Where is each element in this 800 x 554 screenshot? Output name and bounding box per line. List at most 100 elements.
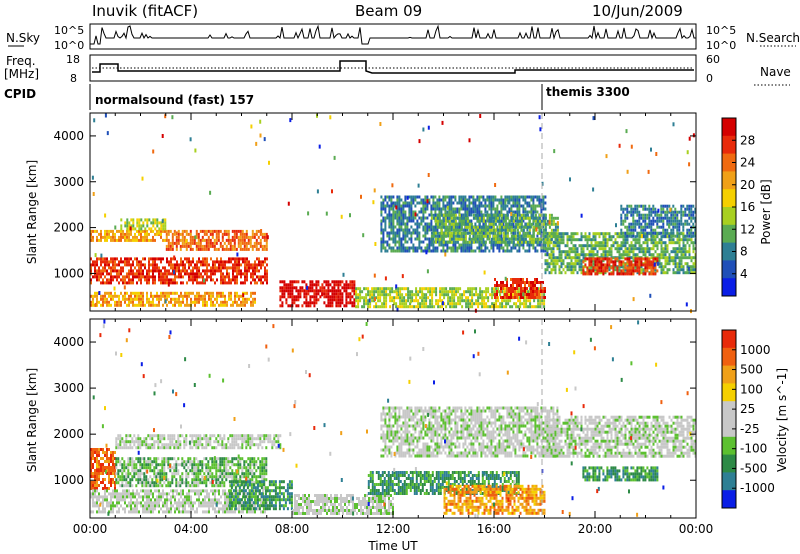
heat-cell (476, 228, 479, 232)
heat-cell (628, 269, 631, 273)
heat-cell (104, 297, 106, 301)
heat-cell (612, 272, 615, 276)
heat-cell (542, 195, 545, 199)
heat-cell (100, 235, 102, 239)
heat-cell (165, 229, 168, 233)
heat-cell (323, 286, 326, 290)
heat-cell (250, 266, 252, 270)
heat-cell (456, 222, 459, 226)
heat-cell (562, 232, 565, 236)
heat-cell (104, 229, 106, 233)
heat-cell (564, 265, 567, 269)
heat-cell (388, 204, 391, 208)
heat-cell (686, 268, 689, 272)
heat-cell (602, 253, 605, 257)
heat-cell (458, 234, 461, 238)
heat-cell (164, 224, 167, 228)
heat-cell (158, 294, 160, 298)
heat-cell (636, 238, 639, 242)
heat-cell (371, 296, 374, 300)
heat-cell (666, 259, 669, 263)
heat-cell (297, 295, 300, 299)
heat-cell (538, 213, 541, 217)
heat-cell (227, 235, 230, 239)
heat-cell (313, 283, 316, 287)
heat-cell (104, 232, 106, 236)
heat-cell (380, 249, 383, 253)
heat-cell (658, 265, 661, 269)
heat-cell (490, 228, 493, 232)
heat-cell (626, 204, 629, 208)
heat-cell (236, 272, 238, 276)
heat-cell (390, 195, 393, 199)
heat-cell (472, 225, 475, 229)
heat-cell (260, 275, 262, 279)
heat-cell (232, 272, 234, 276)
nave-tick-bottom: 0 (706, 72, 713, 85)
heat-cell (174, 291, 176, 295)
heat-cell (532, 234, 535, 238)
heat-cell (246, 278, 248, 282)
heat-cell (578, 268, 581, 272)
heat-cell (174, 263, 176, 267)
heat-cell (656, 253, 659, 257)
heat-cell (164, 272, 166, 276)
heat-cell (634, 241, 637, 245)
heat-cell (498, 213, 501, 217)
heat-cell (404, 237, 407, 241)
heat-cell (450, 210, 453, 214)
heat-cell (493, 302, 496, 306)
heat-cell (104, 300, 106, 304)
heat-cell (662, 253, 665, 257)
heat-cell (594, 263, 597, 267)
heat-cell (259, 238, 262, 242)
heat-cell (166, 272, 168, 276)
heat-cell (225, 244, 228, 248)
heat-cell (138, 266, 140, 270)
heat-cell (488, 195, 491, 199)
heat-cell (606, 253, 609, 257)
heat-cell (660, 250, 663, 254)
heat-cell (196, 260, 198, 264)
heat-cell (688, 265, 691, 269)
heat-cell (210, 294, 212, 298)
heat-cell (518, 246, 521, 250)
heat-cell (584, 235, 587, 239)
heat-cell (450, 231, 453, 235)
heat-cell (570, 235, 573, 239)
heat-cell (470, 237, 473, 241)
heat-cell (612, 260, 615, 264)
heat-cell (510, 240, 513, 244)
heat-cell (604, 250, 607, 254)
heat-cell (168, 291, 170, 295)
heat-cell (228, 266, 230, 270)
heat-cell (590, 244, 593, 248)
heat-cell (514, 290, 516, 293)
heat-cell (90, 269, 92, 273)
heat-cell (158, 275, 160, 279)
heat-cell (482, 243, 485, 247)
heat-cell (588, 269, 591, 273)
heat-cell (590, 263, 593, 267)
heat-cell (523, 305, 526, 309)
heat-cell (392, 231, 395, 235)
heat-cell (309, 280, 312, 284)
heat-cell (216, 300, 218, 304)
heat-cell (500, 296, 502, 299)
heat-cell (200, 294, 202, 298)
heat-cell (363, 296, 366, 300)
heat-cell (399, 296, 402, 300)
heat-cell (560, 238, 563, 242)
heat-cell (636, 213, 639, 217)
heat-cell (570, 268, 573, 272)
heat-cell (255, 247, 258, 251)
heat-cell (390, 198, 393, 202)
heat-cell (339, 289, 342, 293)
heat-cell (426, 222, 429, 226)
heat-cell (672, 216, 675, 220)
heat-cell (410, 204, 413, 208)
heat-cell (138, 221, 141, 225)
heat-cell (434, 216, 437, 220)
heat-cell (252, 269, 254, 273)
heat-cell (634, 219, 637, 223)
